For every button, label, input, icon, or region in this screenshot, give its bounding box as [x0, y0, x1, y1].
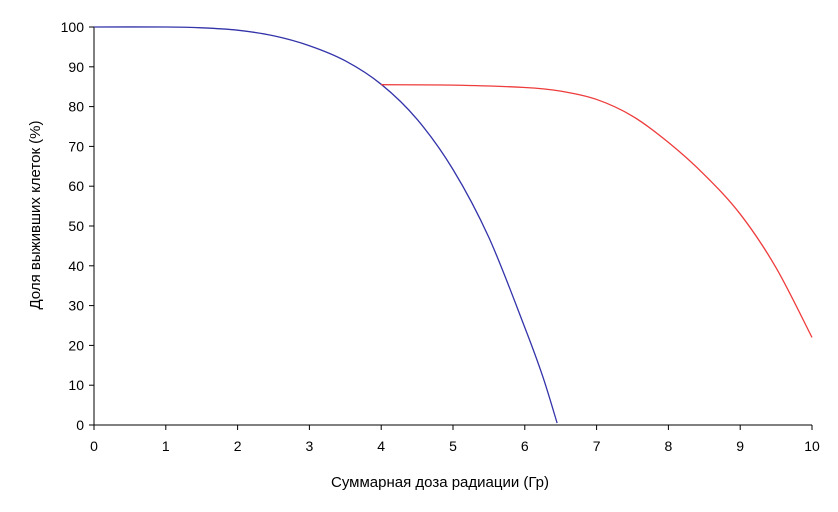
y-tick-label: 80 [68, 99, 84, 115]
ticks: 0 10 20 30 40 50 60 70 80 90 100 0 1 2 3 4 5 6 7 8 9 10 [61, 19, 820, 454]
x-tick-label: 4 [377, 438, 385, 454]
series-line-2 [381, 84, 813, 338]
x-tick-label: 1 [162, 438, 170, 454]
x-tick-label: 2 [234, 438, 242, 454]
y-tick-label: 40 [68, 258, 84, 274]
x-tick-label: 7 [593, 438, 601, 454]
x-tick-label: 9 [736, 438, 744, 454]
y-tick-label: 90 [68, 59, 84, 75]
y-tick-label: 100 [61, 19, 85, 35]
x-tick-label: 10 [804, 438, 820, 454]
axes [93, 27, 812, 426]
y-tick-label: 0 [76, 417, 84, 433]
x-tick-label: 3 [306, 438, 314, 454]
x-axis-title: Суммарная доза радиации (Гр) [331, 474, 549, 491]
x-tick-label: 5 [449, 438, 457, 454]
series-line-1 [93, 26, 558, 424]
y-axis-title: Доля выживших клеток (%) [27, 120, 44, 309]
y-tick-label: 10 [68, 377, 84, 393]
y-tick-label: 70 [68, 138, 84, 154]
x-tick-label: 0 [90, 438, 98, 454]
y-tick-label: 50 [68, 218, 84, 234]
series-layer [93, 26, 813, 424]
x-tick-label: 6 [521, 438, 529, 454]
y-tick-label: 30 [68, 298, 84, 314]
x-tick-label: 8 [665, 438, 673, 454]
y-tick-label: 20 [68, 337, 84, 353]
y-tick-label: 60 [68, 178, 84, 194]
